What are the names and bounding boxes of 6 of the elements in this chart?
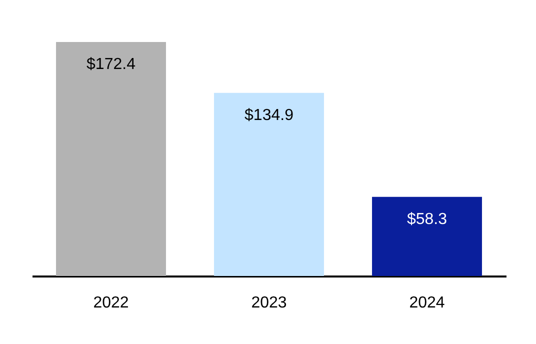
x-tick-label: 2024 — [409, 294, 445, 312]
x-tick-label: 2022 — [93, 294, 129, 312]
data-label: $134.9 — [244, 106, 294, 124]
x-tick-label: 2023 — [251, 294, 287, 312]
data-label: $58.3 — [406, 210, 448, 228]
data-label: $172.4 — [86, 56, 136, 73]
